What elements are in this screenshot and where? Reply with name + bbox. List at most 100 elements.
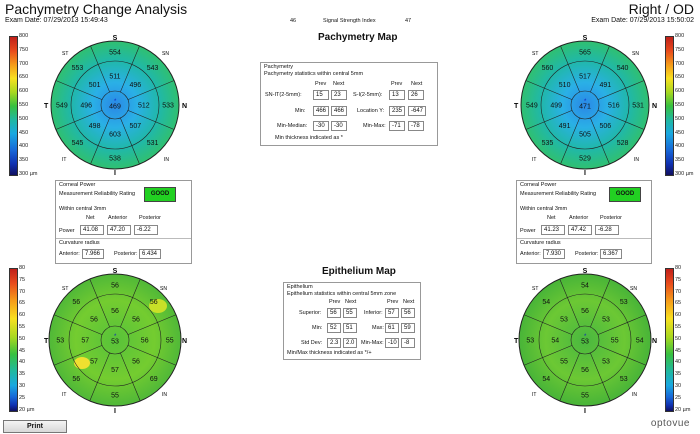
ssi-right: 47 bbox=[405, 18, 412, 24]
epi-scale-left: 80 75 70 65 60 55 50 45 40 35 30 25 20 µ… bbox=[19, 265, 35, 413]
orient-s: S bbox=[583, 268, 588, 275]
sector-divider bbox=[120, 45, 140, 93]
print-button[interactable]: Print bbox=[3, 420, 67, 433]
epimax-next: 59 bbox=[401, 323, 415, 333]
min-prev: 466 bbox=[313, 106, 329, 116]
sector-divider bbox=[525, 80, 573, 100]
sector-divider bbox=[127, 314, 177, 335]
sector-outer-value: 538 bbox=[109, 156, 121, 163]
sector-divider bbox=[127, 80, 175, 100]
orient-n: N bbox=[652, 338, 657, 345]
epithelium-map-title: Epithelium Map bbox=[322, 266, 396, 277]
sector-divider bbox=[560, 117, 580, 165]
reliability-rating-right: GOOD bbox=[609, 187, 641, 202]
sector-outer-value: 545 bbox=[72, 140, 84, 147]
sector-divider bbox=[590, 278, 611, 328]
pachymetry-map-left: 469 511 554 501 553 496 549 498 545 603 538 507 531 5… bbox=[44, 35, 187, 175]
sector-outer-value: 529 bbox=[579, 156, 591, 163]
power-post-right: -6.28 bbox=[595, 225, 619, 235]
epimax-prev: 61 bbox=[385, 323, 399, 333]
orient-sn: SN bbox=[160, 286, 167, 292]
locy-prev: 235 bbox=[389, 106, 405, 116]
sector-outer-value: 53 bbox=[526, 338, 534, 345]
corneal-power-right: Corneal Power Measurement Reliability Ra… bbox=[516, 180, 652, 264]
sector-divider bbox=[127, 345, 177, 366]
epithelium-stats-panel: Epithelium Epithelium statistics within … bbox=[283, 282, 421, 360]
sector-divider bbox=[90, 45, 110, 93]
orient-sn: SN bbox=[630, 286, 637, 292]
sector-inner-value: 53 bbox=[560, 316, 568, 323]
sector-outer-value: 533 bbox=[162, 103, 174, 110]
orient-it: IT bbox=[532, 392, 536, 398]
orient-it: IT bbox=[62, 157, 66, 163]
orient-sn: SN bbox=[162, 51, 169, 57]
std-prev: 2.3 bbox=[327, 338, 341, 348]
sector-outer-value: 560 bbox=[542, 65, 554, 72]
sector-divider bbox=[90, 117, 110, 165]
minmax-next: -78 bbox=[408, 121, 424, 131]
orient-in: IN bbox=[162, 392, 167, 398]
std-next: 2.0 bbox=[343, 338, 357, 348]
sector-center-value: 53 bbox=[111, 339, 119, 346]
sector-inner-value: 496 bbox=[80, 103, 92, 110]
power-net-left: 41.08 bbox=[80, 225, 104, 235]
sector-divider bbox=[597, 110, 645, 130]
orient-t: T bbox=[44, 103, 49, 110]
sector-inner-value: 498 bbox=[89, 123, 101, 130]
sector-inner-value: 512 bbox=[138, 103, 150, 110]
power-net-right: 41.23 bbox=[541, 225, 565, 235]
pachy-scale-left: 800 750 700 650 600 550 500 450 400 350 … bbox=[19, 33, 38, 177]
sector-inner-value: 56 bbox=[90, 316, 98, 323]
orient-s: S bbox=[113, 268, 118, 275]
sector-outer-value: 543 bbox=[147, 65, 159, 72]
orient-st: ST bbox=[532, 51, 538, 57]
orient-i: I bbox=[584, 170, 586, 175]
sector-outer-value: 56 bbox=[150, 299, 158, 306]
sector-outer-value: 55 bbox=[166, 338, 174, 345]
pachy-scale-right: 800 750 700 650 600 550 500 450 400 350 … bbox=[675, 33, 694, 177]
pachy-colorbar-right bbox=[665, 36, 674, 176]
sector-divider bbox=[55, 110, 103, 130]
sector-outer-value: 56 bbox=[111, 283, 119, 290]
sup-next: 55 bbox=[343, 308, 357, 318]
curv-post-right: 6.367 bbox=[600, 249, 622, 259]
ssi-left: 46 bbox=[290, 18, 297, 24]
sector-outer-value: 54 bbox=[542, 299, 550, 306]
sector-inner-value: 516 bbox=[608, 103, 620, 110]
sector-outer-value: 54 bbox=[636, 338, 644, 345]
orient-n: N bbox=[652, 103, 657, 110]
sup-prev: 56 bbox=[327, 308, 341, 318]
sector-center-value: 53 bbox=[581, 339, 589, 346]
sector-inner-value: 53 bbox=[602, 359, 610, 366]
min-marker-icon: * bbox=[584, 334, 587, 340]
corneal-power-left: Corneal Power Measurement Reliability Ra… bbox=[55, 180, 192, 264]
orient-st: ST bbox=[62, 51, 68, 57]
sector-inner-value: 511 bbox=[109, 74, 120, 81]
sector-inner-value: 507 bbox=[130, 123, 142, 130]
si-next: 26 bbox=[408, 90, 424, 100]
sector-inner-value: 603 bbox=[109, 131, 121, 138]
sector-outer-value: 528 bbox=[617, 140, 629, 147]
panel-subtitle: Pachymetry statistics within central 5mm bbox=[264, 71, 364, 77]
orient-t: T bbox=[514, 338, 519, 345]
sector-inner-value: 56 bbox=[581, 308, 589, 315]
sector-divider bbox=[590, 45, 610, 93]
min-next: 466 bbox=[331, 106, 347, 116]
orient-sn: SN bbox=[632, 51, 639, 57]
minmed-prev: -30 bbox=[313, 121, 329, 131]
orient-it: IT bbox=[532, 157, 536, 163]
sector-inner-value: 510 bbox=[559, 82, 571, 89]
sector-inner-value: 506 bbox=[600, 123, 612, 130]
sector-divider bbox=[590, 117, 610, 165]
sector-inner-value: 54 bbox=[551, 338, 559, 345]
pachymetry-map-title: Pachymetry Map bbox=[318, 32, 398, 43]
sector-divider bbox=[120, 278, 141, 328]
sector-outer-value: 56 bbox=[72, 299, 80, 306]
orient-t: T bbox=[44, 338, 49, 345]
sector-outer-value: 554 bbox=[109, 49, 121, 56]
sector-divider bbox=[120, 117, 140, 165]
optovue-logo: optovue bbox=[650, 418, 690, 429]
sector-outer-value: 531 bbox=[632, 103, 644, 110]
sector-outer-value: 549 bbox=[526, 103, 538, 110]
